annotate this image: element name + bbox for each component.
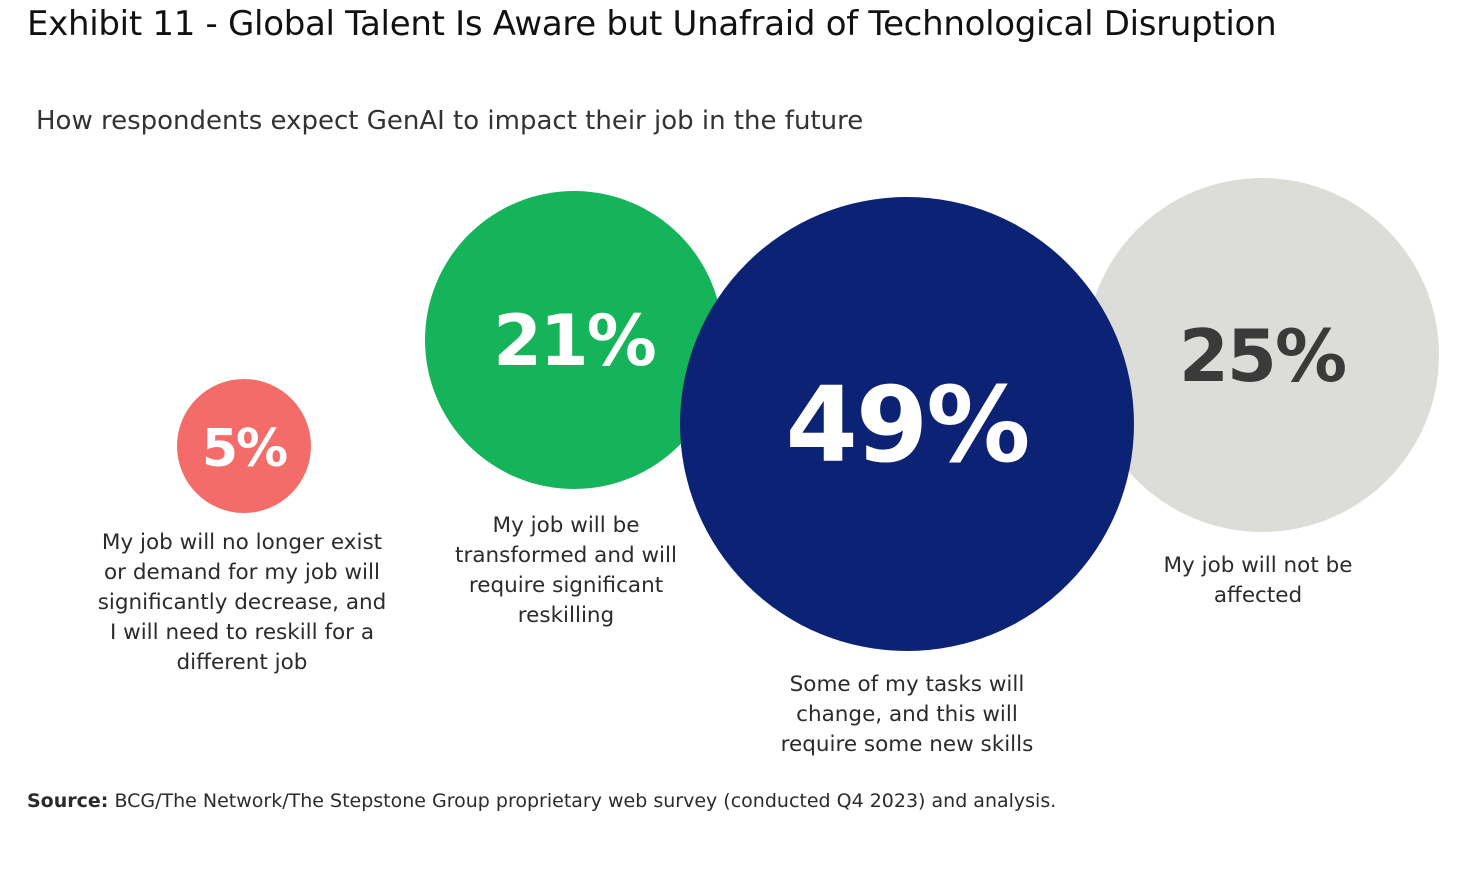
- bubble-label-tasks-change: Some of my tasks will change, and this w…: [780, 672, 1034, 757]
- bubble-value-transformed: 21%: [493, 300, 655, 382]
- bubble-label-no-longer-exist: My job will no longer exist or demand fo…: [97, 530, 387, 675]
- bubble-label-not-affected: My job will not be affected: [1163, 553, 1353, 608]
- bubble-transformed: [425, 191, 723, 489]
- source-text: BCG/The Network/The Stepstone Group prop…: [114, 790, 1057, 812]
- bubble-value-no-longer-exist: 5%: [202, 419, 287, 479]
- bubble-not-affected: [1085, 178, 1439, 532]
- chart-subtitle: How respondents expect GenAI to impact t…: [36, 106, 864, 136]
- chart-title: Exhibit 11 - Global Talent Is Aware but …: [27, 4, 1277, 44]
- source-note: Source: BCG/The Network/The Stepstone Gr…: [27, 790, 1056, 812]
- bubble-label-transformed: My job will be transformed and will requ…: [455, 513, 677, 628]
- bubble-value-not-affected: 25%: [1179, 314, 1345, 398]
- bubble-tasks-change: [680, 197, 1134, 651]
- bubble-no-longer-exist: [177, 379, 311, 513]
- source-label: Source:: [27, 790, 109, 812]
- bubble-value-tasks-change: 49%: [786, 364, 1029, 486]
